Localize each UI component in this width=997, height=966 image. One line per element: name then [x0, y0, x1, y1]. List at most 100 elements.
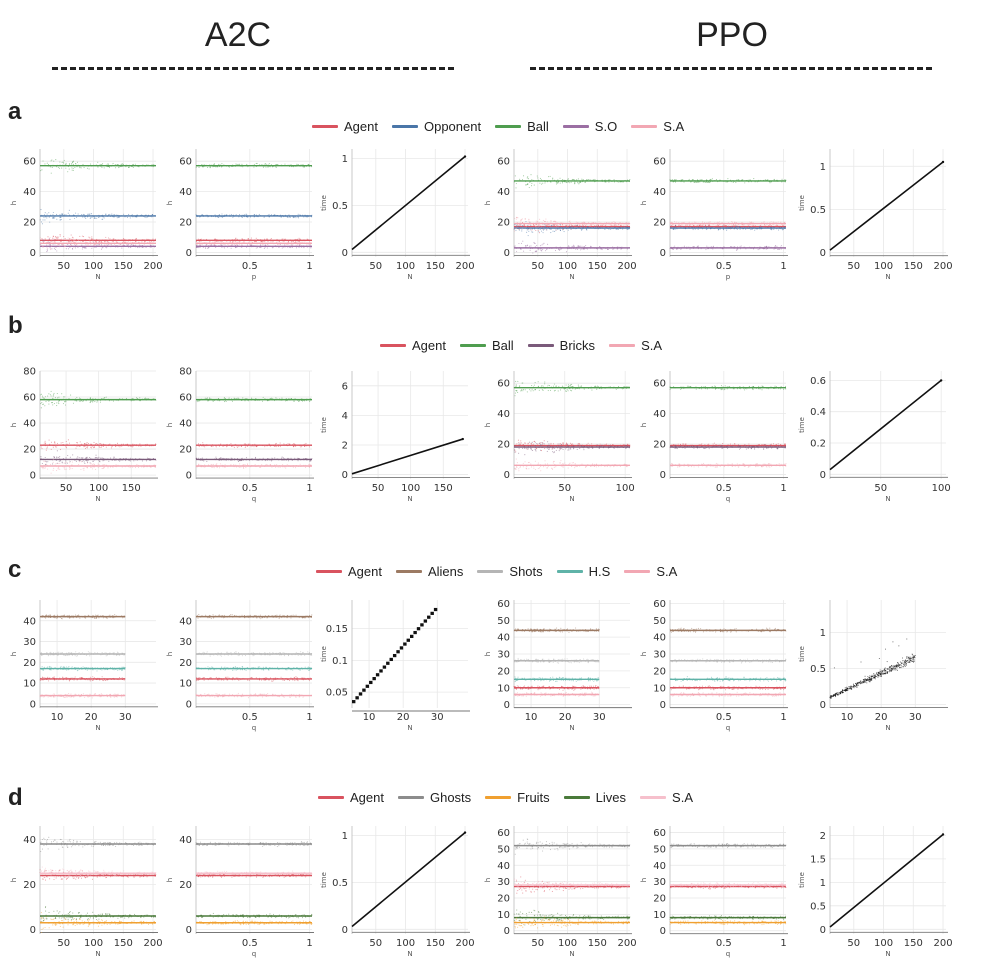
legend-row-c: Agent Aliens Shots H.S S.A: [316, 564, 677, 579]
data-point: [261, 244, 263, 246]
data-point: [262, 457, 264, 459]
data-point: [47, 241, 49, 243]
data-point: [626, 248, 628, 250]
data-point: [770, 221, 772, 223]
y-axis-label: h: [166, 423, 174, 427]
data-point: [91, 468, 94, 470]
data-point: [213, 463, 215, 465]
data-point: [673, 221, 676, 223]
data-point: [67, 237, 69, 239]
data-point: [59, 219, 61, 221]
data-point: [260, 247, 262, 249]
data-point: [88, 168, 90, 170]
data-point: [611, 221, 613, 223]
legend-label: Ghosts: [429, 790, 472, 805]
data-point: [542, 229, 544, 231]
data-point: [44, 460, 46, 462]
data-point: [74, 162, 77, 165]
data-point: [692, 179, 694, 181]
data-point: [138, 166, 140, 168]
data-point: [58, 396, 60, 398]
data-point: [517, 225, 520, 227]
data-point: [63, 159, 65, 161]
data-point: [195, 166, 197, 168]
data-point: [688, 221, 690, 223]
data-point: [768, 245, 770, 248]
data-point: [122, 244, 124, 246]
data-point: [539, 229, 541, 231]
data-point: [91, 238, 93, 240]
data-point: [689, 224, 691, 226]
data-point: [266, 245, 268, 247]
data-point: [236, 446, 238, 448]
data-point: [93, 441, 95, 444]
data-point: [570, 228, 572, 230]
data-point: [516, 216, 518, 219]
data-point: [84, 443, 86, 445]
data-point: [529, 249, 531, 251]
data-point: [79, 441, 81, 443]
data-point: [48, 400, 50, 402]
data-point: [64, 401, 66, 403]
data-point: [292, 445, 295, 447]
data-point: [71, 244, 73, 246]
data-point: [513, 181, 515, 183]
data-point: [759, 226, 761, 228]
data-point: [674, 245, 676, 247]
data-point: [530, 245, 532, 247]
data-point: [85, 400, 87, 402]
data-point: [680, 248, 682, 250]
data-point: [303, 166, 305, 168]
legend-item: Ghosts: [397, 790, 472, 805]
data-point: [618, 224, 620, 226]
data-point: [691, 178, 693, 181]
data-point: [230, 457, 232, 459]
data-point: [228, 166, 230, 168]
data-point: [64, 462, 66, 464]
data-point: [570, 181, 572, 183]
y-tick-label: 20: [23, 445, 36, 456]
data-point: [515, 223, 517, 226]
data-point: [764, 179, 766, 181]
x-tick-label: 100: [558, 261, 577, 272]
data-point: [524, 218, 526, 220]
data-point: [152, 163, 154, 166]
data-point: [133, 400, 135, 402]
data-point: [696, 181, 698, 183]
data-point: [98, 446, 100, 448]
data-point: [608, 228, 610, 230]
data-point: [56, 244, 58, 247]
data-point: [82, 246, 84, 249]
x-tick-label: 50: [531, 261, 544, 272]
legend-swatch: [397, 796, 424, 799]
data-point: [535, 226, 537, 228]
data-point: [693, 246, 695, 248]
data-point: [56, 250, 58, 252]
data-point: [694, 181, 696, 183]
data-point: [199, 244, 201, 246]
data-point: [59, 246, 61, 248]
data-point: [91, 400, 93, 402]
data-point: [249, 443, 251, 445]
data-point: [555, 221, 557, 223]
data-point: [65, 163, 67, 165]
data-point: [99, 461, 101, 463]
data-point: [82, 216, 84, 218]
data-point: [748, 224, 750, 226]
data-point: [608, 181, 610, 183]
data-point: [251, 244, 253, 246]
data-point: [253, 166, 255, 168]
data-point: [289, 247, 291, 249]
data-point: [79, 445, 81, 447]
data-point: [247, 238, 249, 240]
data-point: [93, 463, 95, 465]
data-point: [250, 244, 252, 246]
data-point: [63, 467, 65, 469]
data-point: [67, 439, 69, 441]
data-point: [58, 468, 60, 470]
data-point: [697, 245, 699, 247]
data-point: [256, 459, 258, 462]
